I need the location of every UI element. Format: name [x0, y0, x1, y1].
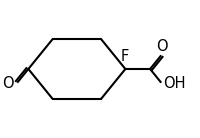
- Text: OH: OH: [163, 76, 186, 91]
- Text: O: O: [156, 39, 167, 54]
- Text: F: F: [120, 49, 129, 64]
- Text: O: O: [2, 76, 14, 91]
